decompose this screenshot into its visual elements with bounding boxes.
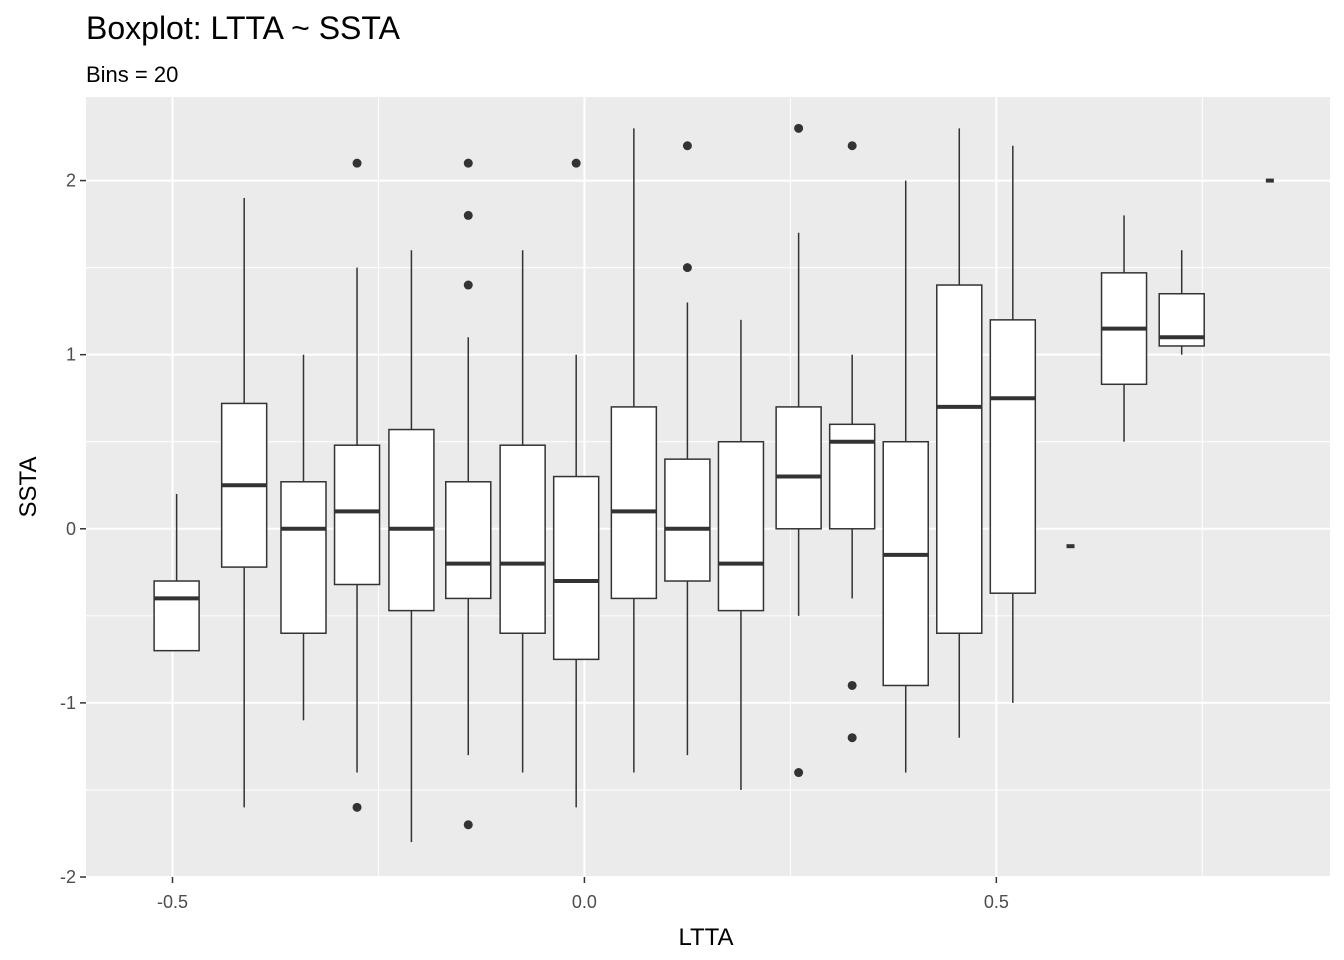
outlier-point — [682, 141, 692, 151]
box — [936, 128, 983, 738]
box — [388, 250, 435, 843]
chart-title: Boxplot: LTTA ~ SSTA — [86, 10, 400, 46]
box-body — [499, 444, 546, 635]
x-tick-label: 0.5 — [984, 892, 1009, 912]
outlier-point — [847, 680, 857, 690]
box-body — [775, 406, 822, 530]
y-tick-label: -1 — [60, 693, 76, 713]
box — [882, 180, 929, 773]
box-body — [280, 481, 327, 635]
box-body — [153, 580, 200, 652]
box-layer — [153, 123, 1274, 843]
outlier-point — [847, 141, 857, 151]
box — [717, 319, 765, 790]
box — [610, 128, 658, 773]
outlier-point — [352, 802, 362, 812]
outlier-point — [463, 158, 473, 168]
box — [1100, 215, 1148, 442]
x-axis-title: LTTA — [678, 924, 733, 951]
outlier-point — [352, 158, 362, 168]
box-body — [717, 440, 765, 612]
box-body — [989, 319, 1037, 594]
y-tick-label: 0 — [66, 519, 76, 539]
outlier-point — [682, 263, 692, 273]
x-axis: -0.5 0.0 0.5 — [157, 877, 1009, 912]
box — [280, 354, 327, 721]
box — [153, 493, 200, 652]
box — [333, 158, 381, 812]
outlier-point — [794, 123, 804, 133]
y-tick-label: 2 — [66, 171, 76, 191]
box-body — [552, 475, 600, 661]
box — [445, 158, 492, 830]
outlier-point — [571, 158, 581, 168]
box-body — [445, 481, 492, 600]
box — [828, 141, 876, 743]
outlier-point — [463, 280, 473, 290]
box-body — [333, 444, 381, 586]
y-axis-title: SSTA — [15, 457, 42, 518]
box — [552, 158, 600, 808]
outlier-point — [847, 733, 857, 743]
y-tick-label: 1 — [66, 345, 76, 365]
box-body — [664, 458, 711, 582]
box — [1158, 250, 1205, 355]
box-body — [936, 284, 983, 634]
y-tick-label: -2 — [60, 867, 76, 887]
chart-subtitle: Bins = 20 — [86, 62, 179, 87]
box — [220, 197, 268, 808]
outlier-point — [794, 768, 804, 778]
box-body — [882, 440, 929, 687]
outlier-point — [463, 820, 473, 830]
box — [499, 250, 546, 773]
y-axis: -2 -1 0 1 2 — [60, 171, 86, 887]
box — [775, 123, 822, 778]
box-body — [388, 428, 435, 612]
box — [664, 141, 711, 756]
outlier-point — [463, 210, 473, 220]
x-tick-label: -0.5 — [157, 892, 188, 912]
x-tick-label: 0.0 — [572, 892, 597, 912]
box — [989, 145, 1037, 703]
box-body — [610, 406, 658, 600]
